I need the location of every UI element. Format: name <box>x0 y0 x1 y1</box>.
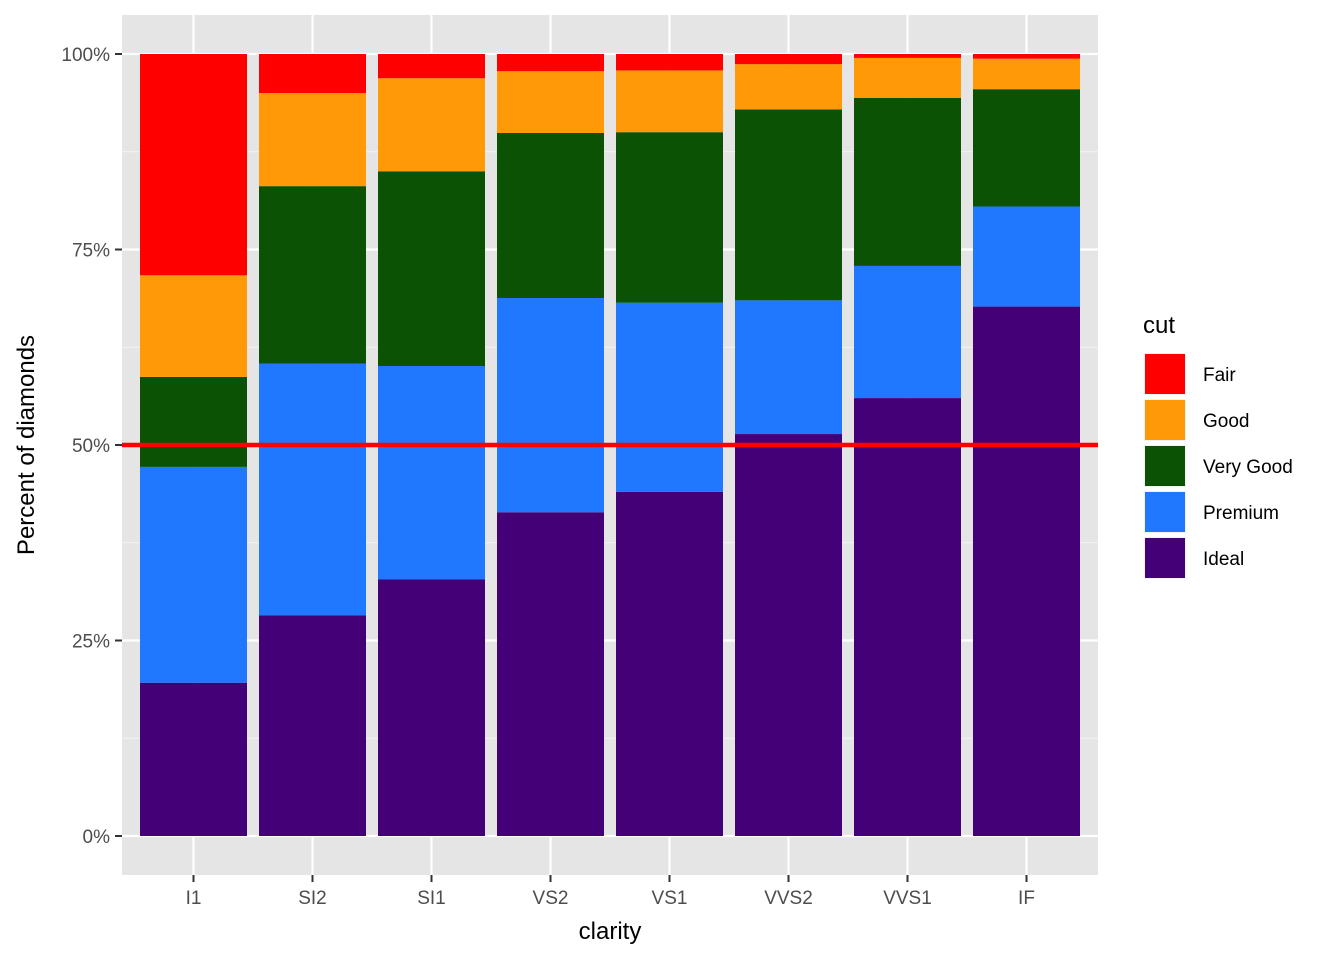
bar-segment-i1-fair <box>140 54 247 276</box>
bar-segment-vs1-premium <box>616 302 723 492</box>
bars <box>140 54 1080 836</box>
bar-segment-vs2-ideal <box>497 512 604 836</box>
x-tick-label: I1 <box>186 888 202 909</box>
bar-segment-vs1-fair <box>616 54 723 71</box>
x-tick-label: VVS2 <box>764 888 813 909</box>
bar-segment-si2-very-good <box>259 186 366 364</box>
bar-segment-vvs2-premium <box>735 300 842 435</box>
x-tick-label: SI1 <box>417 888 446 909</box>
bar-segment-vs2-premium <box>497 297 604 513</box>
legend-swatch-premium <box>1145 492 1185 532</box>
bar-segment-si1-premium <box>378 366 485 580</box>
bar-segment-vvs2-fair <box>735 54 842 65</box>
y-tick-label: 100% <box>61 45 110 66</box>
bar-segment-vvs2-very-good <box>735 109 842 301</box>
bar-segment-si2-ideal <box>259 615 366 836</box>
bar-segment-i1-very-good <box>140 376 247 467</box>
bar-segment-if-premium <box>973 206 1080 307</box>
y-tick-label: 50% <box>72 436 110 457</box>
y-axis-title: Percent of diamonds <box>13 335 40 555</box>
legend-swatch-good <box>1145 400 1185 440</box>
bar-segment-si2-premium <box>259 363 366 616</box>
y-tick-label: 25% <box>72 632 110 653</box>
bar-segment-vs2-very-good <box>497 132 604 298</box>
bar-segment-if-very-good <box>973 89 1080 207</box>
bar-segment-vvs2-good <box>735 64 842 110</box>
x-tick-label: VVS1 <box>883 888 932 909</box>
x-tick-label: VS1 <box>652 888 688 909</box>
bar-segment-if-good <box>973 58 1080 90</box>
legend-swatch-fair <box>1145 354 1185 394</box>
legend-label: Fair <box>1203 365 1236 386</box>
legend-swatch-ideal <box>1145 538 1185 578</box>
legend-title: cut <box>1143 312 1175 339</box>
bar-segment-vs2-fair <box>497 54 604 72</box>
bar-segment-si1-very-good <box>378 171 485 367</box>
bar-segment-vvs2-ideal <box>735 434 842 836</box>
bar-segment-if-fair <box>973 54 1080 59</box>
bar-segment-i1-premium <box>140 466 247 683</box>
legend-label: Good <box>1203 411 1249 432</box>
x-tick-label: SI2 <box>298 888 327 909</box>
bar-segment-vvs1-fair <box>854 54 961 58</box>
bar-segment-if-ideal <box>973 306 1080 836</box>
bar-segment-vs1-very-good <box>616 132 723 303</box>
bar-segment-vs2-good <box>497 71 604 133</box>
legend: cut Fair Good Very Good Premium Ideal <box>1143 312 1293 579</box>
bar-segment-si1-ideal <box>378 579 485 836</box>
bar-segment-si2-fair <box>259 54 366 94</box>
bar-segment-vs1-good <box>616 70 723 133</box>
bar-segment-vvs1-good <box>854 57 961 98</box>
y-tick-label: 0% <box>83 827 111 848</box>
bar-segment-i1-good <box>140 275 247 377</box>
bar-segment-vvs1-ideal <box>854 398 961 836</box>
legend-label: Ideal <box>1203 549 1244 570</box>
bar-segment-si1-fair <box>378 54 485 79</box>
bar-segment-i1-ideal <box>140 682 247 836</box>
x-tick-label: VS2 <box>533 888 569 909</box>
legend-label: Very Good <box>1203 457 1293 478</box>
legend-swatch-very-good <box>1145 446 1185 486</box>
bar-segment-vvs1-premium <box>854 265 961 399</box>
bar-segment-si2-good <box>259 93 366 187</box>
y-tick-label: 75% <box>72 241 110 262</box>
legend-label: Premium <box>1203 503 1279 524</box>
bar-segment-si1-good <box>378 78 485 172</box>
x-axis-title: clarity <box>579 918 642 945</box>
axes: 0% 25% 50% 75% 100% I1 SI2 SI1 VS2 VS1 VVS2 VVS1 IF <box>61 45 1035 909</box>
x-tick-label: IF <box>1018 888 1035 909</box>
bar-segment-vs1-ideal <box>616 491 723 836</box>
bar-segment-vvs1-very-good <box>854 97 961 266</box>
